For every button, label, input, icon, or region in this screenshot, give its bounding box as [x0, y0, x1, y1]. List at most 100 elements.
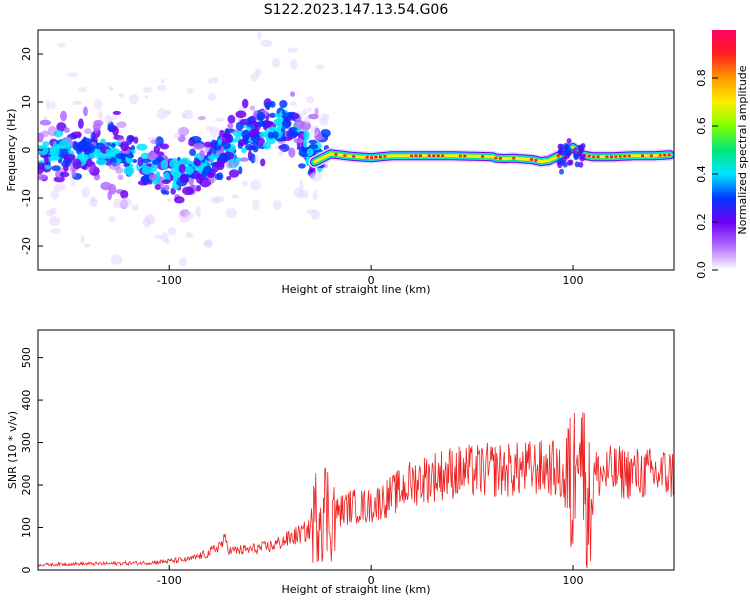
- snr-y-tick-label: 300: [20, 432, 33, 453]
- spectrogram-noise-blob: [207, 93, 217, 101]
- spectrogram-ridge-peak: [618, 155, 622, 158]
- spectrogram-noise-blob: [154, 184, 162, 191]
- spectrogram-noise-blob: [52, 141, 58, 153]
- spectrogram-noise-blob: [235, 157, 242, 163]
- colorbar-label: Normalized spectral amplitude: [736, 65, 749, 234]
- spectrogram-noise-blob: [156, 171, 161, 179]
- spectrogram-noise-blob: [50, 228, 61, 234]
- spectrogram-ridge-peak: [432, 154, 436, 157]
- spectrogram-noise-blob: [50, 207, 57, 215]
- spectrogram-noise-blob: [116, 121, 127, 128]
- spectrogram-noise-blob: [203, 141, 214, 148]
- spectrogram-x-axis-label: Height of straight line (km): [281, 283, 430, 296]
- spectrogram-noise-blob: [290, 59, 298, 70]
- spectrogram-noise-blob: [304, 116, 311, 124]
- snr-y-ticks: 0 100 200 300 400 500: [20, 347, 43, 574]
- spectrogram-noise-blob: [209, 126, 221, 138]
- spectrogram-noise-blob: [194, 159, 202, 167]
- spectrogram-noise-blob: [239, 157, 249, 162]
- spectrogram-ridge-peak: [605, 155, 609, 158]
- spectrogram-noise-blob: [108, 86, 114, 91]
- spectrogram-ridge-peak: [627, 154, 631, 158]
- spectrogram-noise-blob: [50, 190, 60, 200]
- spectrogram-noise-blob: [111, 143, 116, 148]
- spectrogram-ridge-peak: [614, 155, 618, 158]
- spectrogram-noise-blob: [172, 176, 178, 182]
- spectrogram-noise-blob: [235, 121, 244, 131]
- spectrogram-noise-blob: [57, 42, 66, 48]
- spectrogram-noise-blob: [288, 147, 296, 158]
- spectrogram-noise-blob: [303, 138, 308, 148]
- spectrogram-noise-blob: [224, 128, 235, 133]
- spectrogram-ridge-peak: [529, 158, 533, 161]
- spectrogram-noise-blob: [63, 127, 70, 133]
- spectrogram-ridge-peak: [441, 154, 445, 157]
- spectrogram-noise-blob: [265, 101, 271, 111]
- spectrogram-noise-blob: [155, 136, 164, 147]
- spectrogram-noise-blob: [288, 126, 298, 132]
- spectrogram-noise-blob: [93, 127, 99, 134]
- spectrogram-noise-blob: [226, 175, 232, 181]
- spectrogram-noise-blob: [315, 64, 325, 70]
- spectrogram-disturbance-blob: [557, 143, 563, 150]
- spectrogram-noise-blob: [81, 137, 92, 145]
- spectrogram-noise-blob: [254, 68, 262, 77]
- spectrogram-noise-blob: [159, 184, 169, 190]
- spectrogram-disturbance-blob: [566, 138, 572, 145]
- spectrogram-noise-blob: [271, 131, 279, 139]
- spectrogram-noise-blob: [72, 100, 83, 106]
- spectrogram-noise-blob: [118, 92, 124, 98]
- spectrogram-noise-blob: [293, 187, 305, 198]
- spectrogram-noise-blob: [38, 144, 49, 156]
- spectrogram-y-tick-label: 20: [20, 47, 33, 61]
- spectrogram-ridge-peak: [378, 155, 382, 158]
- spectrogram-ridge-peak: [596, 155, 600, 158]
- spectrogram-noise-blob: [120, 189, 129, 199]
- spectrogram-noise-blob: [293, 137, 304, 144]
- spectrogram-noise-blob: [299, 179, 304, 191]
- spectrogram-noise-blob: [320, 113, 330, 121]
- spectrogram-noise-blob: [278, 145, 287, 150]
- spectrogram-noise-blob: [123, 166, 135, 175]
- spectrogram-noise-blob: [70, 131, 82, 139]
- spectrogram-disturbance-blob: [562, 161, 568, 168]
- spectrogram-noise-blob: [126, 153, 135, 159]
- spectrogram-noise-blob: [129, 135, 135, 141]
- spectrogram-noise-blob: [214, 173, 221, 180]
- colorbar-tick-label: 0.0: [695, 261, 708, 279]
- spectrogram-ridge-peak: [494, 156, 498, 160]
- spectrogram-ridge-peak: [481, 155, 485, 158]
- snr-y-tick-label: 0: [20, 567, 33, 574]
- spectrogram-noise-blob: [98, 109, 103, 120]
- spectrogram-noise-blob: [156, 84, 167, 92]
- spectrogram-y-tick-label: 0: [20, 147, 33, 154]
- spectrogram-noise-blob: [112, 110, 122, 115]
- spectrogram-noise-blob: [160, 159, 169, 170]
- spectrogram-noise-blob: [108, 162, 121, 171]
- spectrogram-noise-blob: [272, 57, 281, 68]
- spectrogram-disturbance-blob: [579, 155, 585, 162]
- spectrogram-noise-blob: [166, 197, 172, 203]
- spectrogram-noise-blob: [250, 153, 256, 164]
- spectrogram-noise-blob: [81, 186, 90, 198]
- spectrogram-noise-blob: [108, 216, 116, 223]
- spectrogram-noise-blob: [242, 180, 248, 187]
- spectrogram-noise-blob: [160, 78, 165, 84]
- spectrogram-disturbance-blob: [574, 161, 580, 168]
- spectrogram-noise-blob: [290, 101, 297, 106]
- spectrogram-noise-blob: [180, 157, 191, 166]
- snr-panel: -100 0 100 0 100 200 300 400 500 Height of stra…: [6, 329, 675, 596]
- spectrogram-noise-blob: [164, 109, 172, 116]
- snr-series-line: [38, 412, 674, 569]
- spectrogram-noise-blob: [177, 126, 190, 137]
- spectrogram-disturbance-blob: [566, 159, 572, 166]
- snr-y-tick-label: 500: [20, 347, 33, 368]
- spectrogram-noise-blob: [314, 107, 319, 116]
- colorbar-tick-label: 0.4: [695, 165, 708, 183]
- spectrogram-noise-blob: [260, 39, 273, 48]
- spectrogram-noise-blob: [93, 98, 103, 110]
- spectrogram-noise-blob: [303, 130, 310, 141]
- spectrogram-noise-blob: [210, 152, 215, 161]
- snr-x-tick-label: -100: [157, 574, 182, 587]
